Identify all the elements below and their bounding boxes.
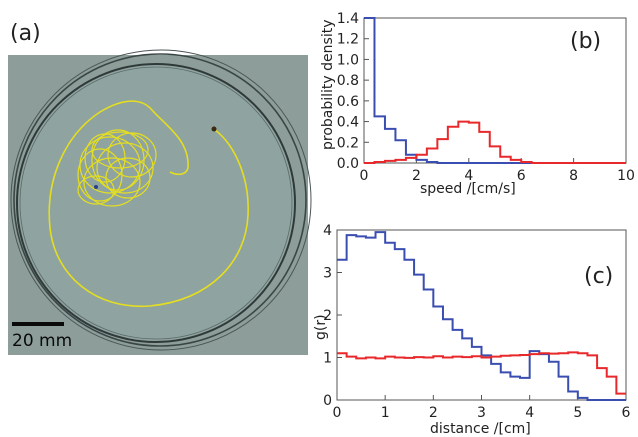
particle-marker-blue [94,185,98,189]
b-y-tick-label: 1.4 [337,11,359,27]
c-y-tick-label: 3 [323,266,332,282]
arena-photo: 20 mm [8,49,312,355]
panel-c-label: (c) [584,264,613,289]
c-y-tick-label: 4 [323,223,332,239]
scale-bar [12,322,64,326]
panel-c-x-label: distance /[cm] [430,421,531,437]
b-y-tick-label: 0.2 [337,135,359,151]
b-x-tick-label: 6 [517,168,526,184]
b-y-tick-label: 1.0 [337,52,359,68]
panel-b-x-label: speed /[cm/s] [420,181,516,197]
b-y-tick-label: 0.4 [337,115,359,131]
b-y-tick-label: 0.8 [337,73,359,89]
dish-inner-rim [16,63,296,343]
distance-chart: 0 1 2 3 4 0 1 2 3 4 5 6 distance /[cm] g(r) (c) [313,223,631,437]
c-x-tick-label: 2 [429,405,438,421]
c-x-tick-label: 4 [525,405,534,421]
b-x-tick-label: 0 [360,168,369,184]
b-y-tick-label: 1.2 [337,32,359,48]
speed-chart: 0.0 0.2 0.4 0.6 0.8 1.0 1.2 1.4 0 2 4 6 8 10 speed /… [320,11,635,197]
c-y-tick-label: 2 [323,308,332,324]
trajectory-loops [77,129,157,207]
panel-c-y-label: g(r) [313,314,329,340]
panel-c-x-ticks: 0 1 2 3 4 5 6 [333,395,631,421]
c-x-tick-label: 5 [573,405,582,421]
panel-c-series [337,231,626,401]
c-y-tick-label: 1 [323,351,332,367]
b-series-1-line [364,120,626,164]
b-y-tick-label: 0.0 [337,156,359,172]
c-y-tick-label: 0 [323,393,332,409]
dish-outer-rim [13,53,307,347]
c-x-tick-label: 1 [381,405,390,421]
b-y-tick-label: 0.6 [337,94,359,110]
scale-bar-label: 20 mm [12,331,72,351]
panel-b-series [364,17,626,164]
dish-inner-rim-2 [19,66,293,340]
trajectory-long [48,100,249,308]
panel-b-y-label: probability density [320,20,336,150]
panel-c-frame [336,229,627,401]
c-x-tick-label: 6 [622,405,631,421]
c-series-0-line [337,231,626,401]
dish-outer-rim-2 [10,49,312,351]
panel-b-label: (b) [570,29,601,54]
c-x-tick-label: 3 [477,405,486,421]
panel-a-label: (a) [10,21,41,46]
panel-c-y-ticks: 0 1 2 3 4 [323,223,342,409]
particle-marker [211,126,217,132]
b-x-tick-label: 2 [412,168,421,184]
c-x-tick-label: 0 [333,405,342,421]
b-x-tick-label: 10 [617,168,635,184]
b-x-tick-label: 8 [569,168,578,184]
c-series-1-line [337,351,626,395]
b-x-tick-label: 4 [464,168,473,184]
